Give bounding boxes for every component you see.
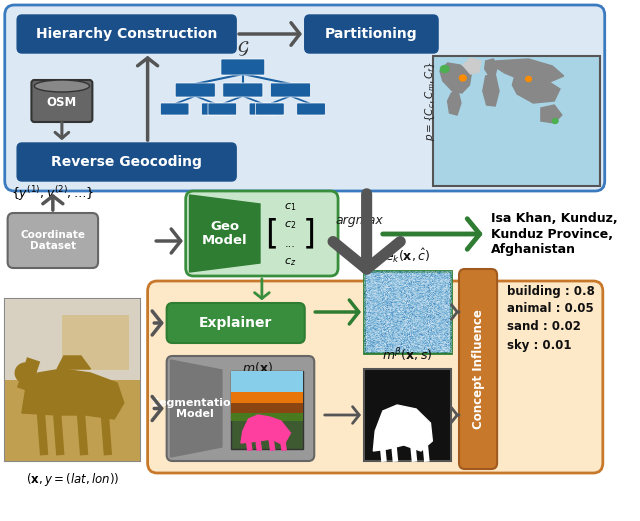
FancyBboxPatch shape	[232, 392, 303, 405]
FancyBboxPatch shape	[208, 103, 237, 115]
FancyBboxPatch shape	[8, 213, 98, 268]
Polygon shape	[541, 105, 562, 123]
Polygon shape	[22, 369, 124, 419]
Text: $e_k(\mathbf{x}, \hat{c})$: $e_k(\mathbf{x}, \hat{c})$	[385, 247, 430, 265]
FancyBboxPatch shape	[4, 5, 605, 191]
FancyBboxPatch shape	[175, 83, 215, 97]
FancyBboxPatch shape	[297, 103, 325, 115]
Text: sand : 0.02: sand : 0.02	[507, 320, 580, 333]
Text: $c_2$: $c_2$	[284, 219, 296, 231]
Text: Concept Influence: Concept Influence	[472, 309, 484, 429]
Text: $m(\mathbf{x})$: $m(\mathbf{x})$	[242, 360, 273, 375]
FancyBboxPatch shape	[17, 15, 236, 53]
FancyBboxPatch shape	[223, 83, 263, 97]
Text: building : 0.8: building : 0.8	[507, 284, 595, 297]
Text: ]: ]	[303, 217, 316, 250]
FancyBboxPatch shape	[4, 299, 140, 380]
Text: Partitioning: Partitioning	[325, 27, 418, 41]
Ellipse shape	[525, 77, 531, 81]
FancyBboxPatch shape	[166, 356, 314, 461]
Text: OSM: OSM	[47, 96, 77, 109]
Polygon shape	[440, 63, 472, 93]
FancyBboxPatch shape	[364, 369, 451, 461]
Text: Hierarchy Construction: Hierarchy Construction	[36, 27, 218, 41]
Text: $\mathcal{G}$: $\mathcal{G}$	[237, 40, 249, 58]
Ellipse shape	[35, 80, 90, 92]
Text: $p = \{C_c, C_m, C_f\}$: $p = \{C_c, C_m, C_f\}$	[424, 61, 438, 141]
Text: Isa Khan, Kunduz,
Kunduz Province,
Afghanistan: Isa Khan, Kunduz, Kunduz Province, Afgha…	[492, 213, 618, 255]
FancyBboxPatch shape	[271, 83, 310, 97]
Polygon shape	[447, 91, 461, 115]
Text: ...: ...	[285, 239, 296, 249]
Text: Geo
Model: Geo Model	[202, 219, 248, 247]
FancyBboxPatch shape	[305, 15, 438, 53]
Text: $m^{\beta}(\mathbf{x}, s)$: $m^{\beta}(\mathbf{x}, s)$	[383, 346, 433, 363]
Ellipse shape	[460, 75, 466, 81]
FancyBboxPatch shape	[232, 403, 303, 415]
Text: $\{y^{(1)}, y^{(2)}, \ldots\}$: $\{y^{(1)}, y^{(2)}, \ldots\}$	[12, 184, 95, 203]
Text: animal : 0.05: animal : 0.05	[507, 303, 593, 316]
FancyBboxPatch shape	[221, 59, 265, 75]
Text: $(\mathbf{x}, y = (lat, lon))$: $(\mathbf{x}, y = (lat, lon))$	[26, 471, 119, 488]
FancyBboxPatch shape	[161, 103, 189, 115]
FancyBboxPatch shape	[4, 299, 140, 461]
Text: Segmentation
Model: Segmentation Model	[152, 398, 239, 419]
Polygon shape	[463, 58, 481, 74]
Ellipse shape	[552, 118, 558, 123]
FancyBboxPatch shape	[186, 191, 338, 276]
FancyBboxPatch shape	[17, 143, 236, 181]
FancyBboxPatch shape	[232, 413, 303, 421]
Text: Coordinate
Dataset: Coordinate Dataset	[20, 230, 85, 251]
FancyBboxPatch shape	[62, 315, 129, 370]
FancyBboxPatch shape	[4, 380, 140, 461]
FancyBboxPatch shape	[232, 371, 303, 449]
Polygon shape	[483, 74, 499, 106]
FancyBboxPatch shape	[31, 80, 92, 122]
Text: Explainer: Explainer	[199, 316, 273, 330]
Polygon shape	[170, 360, 222, 457]
Text: [: [	[265, 217, 278, 250]
Text: sky : 0.01: sky : 0.01	[507, 339, 571, 352]
FancyBboxPatch shape	[433, 56, 600, 186]
Ellipse shape	[440, 66, 449, 72]
FancyBboxPatch shape	[459, 269, 497, 469]
FancyBboxPatch shape	[364, 271, 451, 353]
FancyBboxPatch shape	[232, 371, 303, 394]
Text: $c_1$: $c_1$	[284, 201, 296, 213]
Polygon shape	[57, 356, 90, 369]
FancyBboxPatch shape	[255, 103, 284, 115]
Polygon shape	[513, 78, 560, 103]
Ellipse shape	[15, 363, 36, 383]
Text: Reverse Geocoding: Reverse Geocoding	[51, 155, 202, 169]
FancyBboxPatch shape	[148, 281, 603, 473]
Polygon shape	[484, 59, 497, 75]
FancyBboxPatch shape	[166, 303, 305, 343]
Polygon shape	[241, 415, 291, 445]
Polygon shape	[373, 405, 433, 451]
FancyBboxPatch shape	[249, 103, 278, 115]
Polygon shape	[495, 59, 564, 83]
FancyBboxPatch shape	[202, 103, 230, 115]
Text: argmax: argmax	[335, 214, 383, 227]
Text: $c_z$: $c_z$	[284, 256, 296, 268]
Polygon shape	[189, 195, 260, 272]
